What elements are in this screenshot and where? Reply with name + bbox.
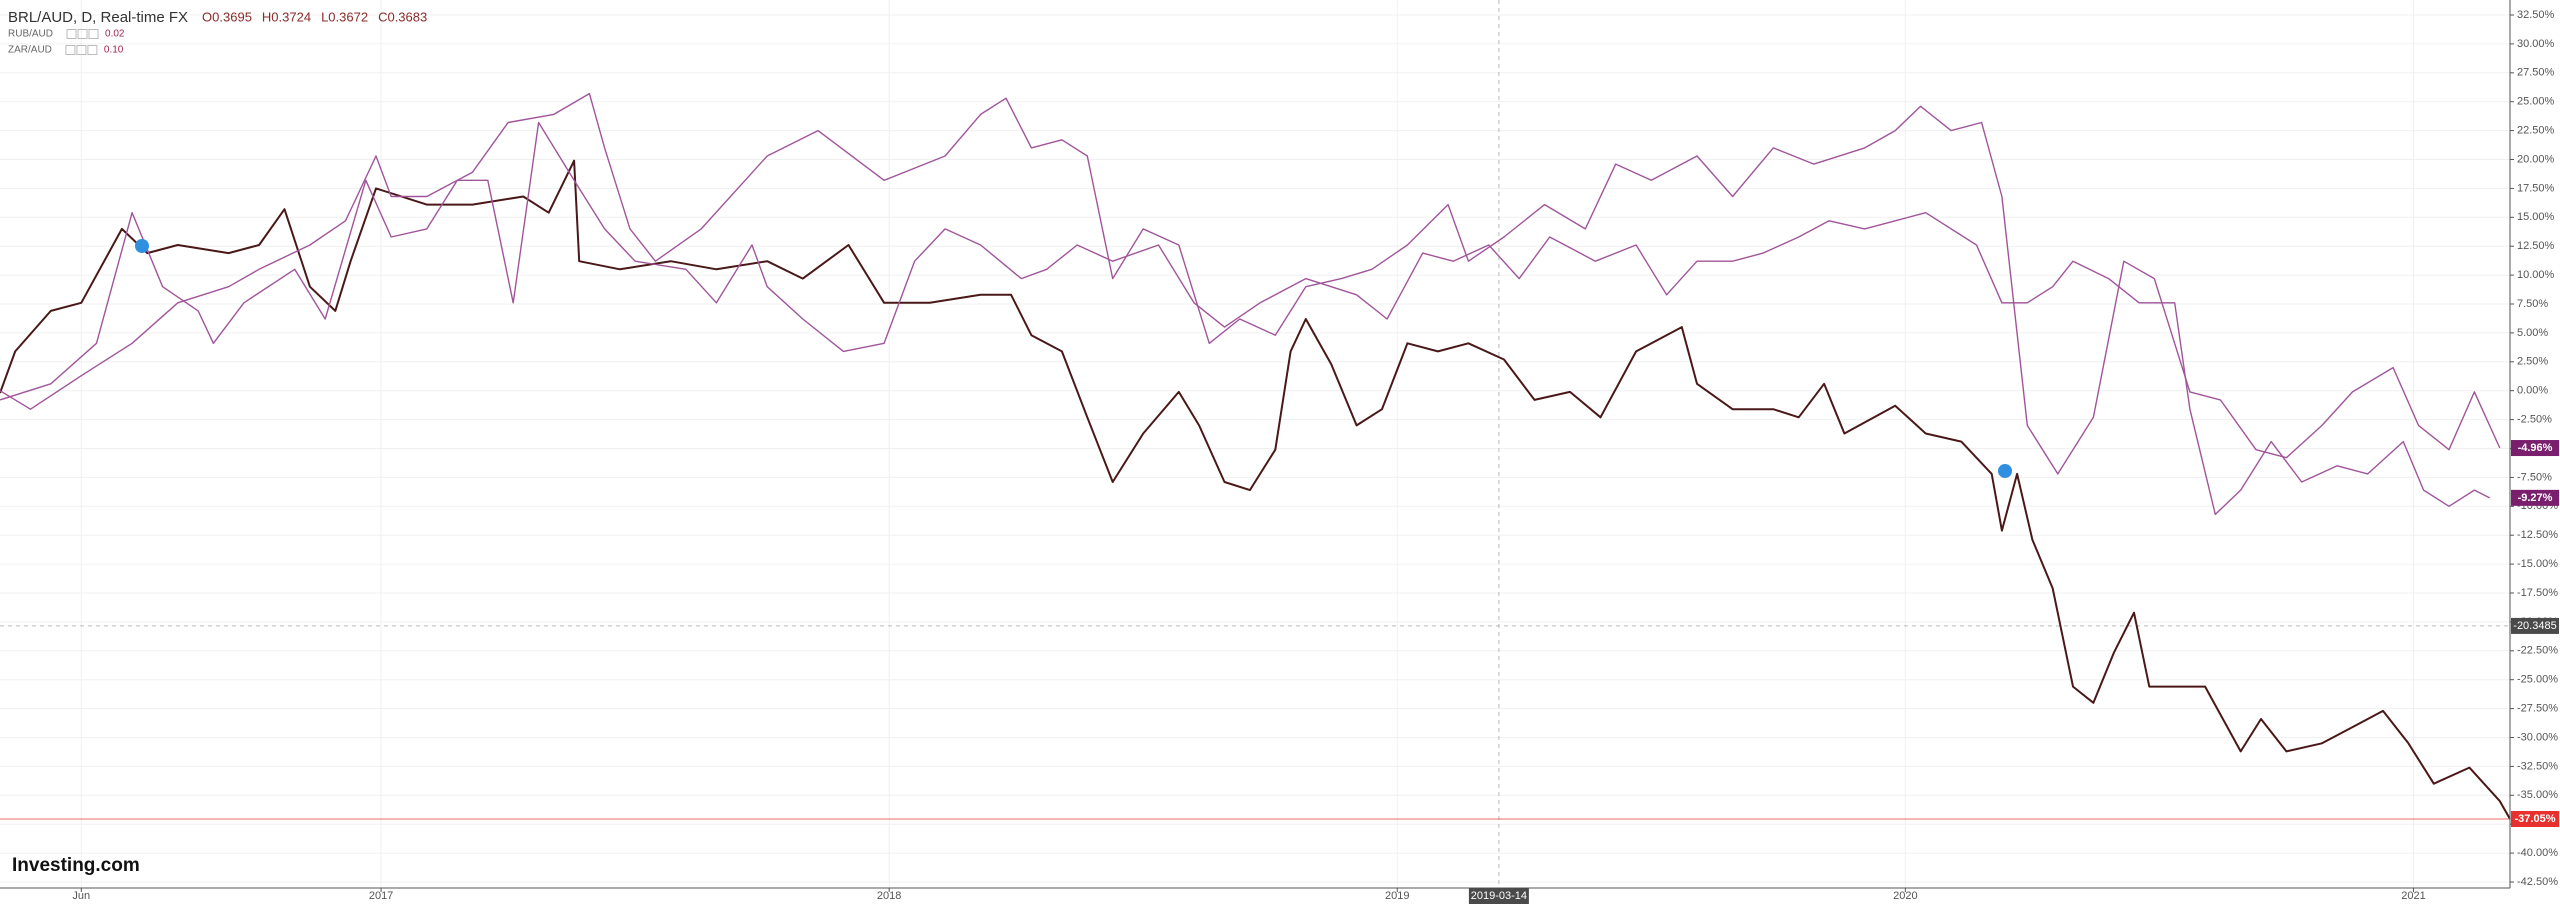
y-tick-label: 32.50% [2517, 9, 2555, 21]
y-tick-label: 12.50% [2517, 240, 2555, 252]
crosshair-x-tag [1468, 888, 1529, 904]
y-tick-label: -2.50% [2517, 414, 2552, 426]
crosshair-y-tag [2511, 617, 2559, 634]
y-tick-label: -40.00% [2517, 847, 2558, 859]
event-marker[interactable] [1998, 464, 2012, 478]
y-tick-label: -12.50% [2517, 529, 2558, 541]
series-line [0, 121, 2491, 516]
last-value-tag [2511, 489, 2559, 506]
legend-title: BRL/AUD, D, Real-time FX [8, 9, 188, 26]
y-tick-label: -35.00% [2517, 789, 2558, 801]
crosshair-y-label: -20.3485 [2513, 620, 2556, 632]
x-tick-label: 2021 [2401, 890, 2425, 902]
x-tick-label: Jun [72, 890, 90, 902]
logo: Investing.com [12, 855, 140, 876]
x-tick-label: 2018 [877, 890, 901, 902]
last-value-tag [2511, 440, 2559, 457]
y-tick-label: 27.50% [2517, 67, 2555, 79]
y-tick-label: -32.50% [2517, 760, 2558, 772]
series-line [0, 92, 2501, 475]
ohlc-value: L0.3672 [321, 9, 368, 24]
legend-entry: ZAR/AUD [8, 45, 52, 56]
last-value-label: -37.05% [2515, 813, 2556, 825]
y-tick-label: 7.50% [2517, 298, 2548, 310]
y-tick-label: 5.00% [2517, 327, 2548, 339]
y-tick-label: 15.00% [2517, 211, 2555, 223]
legend-button [66, 29, 77, 39]
last-value-label: -4.96% [2518, 442, 2553, 454]
ohlc-value: O0.3695 [202, 9, 252, 24]
y-tick-label: 10.00% [2517, 269, 2555, 281]
series-line [0, 159, 2511, 820]
x-tick-label: 2017 [369, 890, 393, 902]
last-value-tag [2511, 810, 2559, 827]
y-tick-label: -30.00% [2517, 731, 2558, 743]
grid [0, 0, 2510, 888]
legend-value: 0.10 [104, 45, 124, 56]
legend-button [77, 29, 88, 39]
ohlc-value: C0.3683 [378, 9, 427, 24]
y-tick-label: 20.00% [2517, 153, 2555, 165]
y-tick-label: 22.50% [2517, 125, 2555, 137]
legend-value: 0.02 [105, 29, 125, 40]
y-tick-label: -17.50% [2517, 587, 2558, 599]
legend-entry: RUB/AUD [8, 29, 53, 40]
legend-button [65, 45, 76, 55]
y-tick-label: 30.00% [2517, 38, 2555, 50]
y-tick-label: -15.00% [2517, 558, 2558, 570]
x-tick-label: 2019 [1385, 890, 1409, 902]
y-tick-label: -22.50% [2517, 645, 2558, 657]
event-marker[interactable] [135, 239, 149, 253]
axes: 32.50% 30.00% 27.50% 25.00% 22.50% 20.00% 17.5… [72, 9, 2559, 904]
y-tick-label: -25.00% [2517, 674, 2558, 686]
legend-button [87, 45, 98, 55]
crosshair-x-label: 2019-03-14 [1471, 890, 1527, 902]
y-tick-label: 2.50% [2517, 356, 2548, 368]
y-tick-label: -42.50% [2517, 876, 2558, 888]
plot-lines [0, 92, 2511, 820]
y-tick-label: -27.50% [2517, 703, 2558, 715]
ohlc-value: H0.3724 [262, 9, 311, 24]
x-tick-label: 2020 [1893, 890, 1917, 902]
y-tick-label: 0.00% [2517, 385, 2548, 397]
y-tick-label: -7.50% [2517, 471, 2552, 483]
y-tick-label: 25.00% [2517, 96, 2555, 108]
legend-button [88, 29, 99, 39]
y-tick-label: 17.50% [2517, 182, 2555, 194]
legend: BRL/AUD, D, Real-time FX O0.3695 H0.3724 L… [8, 9, 427, 56]
legend-button [76, 45, 87, 55]
last-value-label: -9.27% [2518, 492, 2553, 504]
